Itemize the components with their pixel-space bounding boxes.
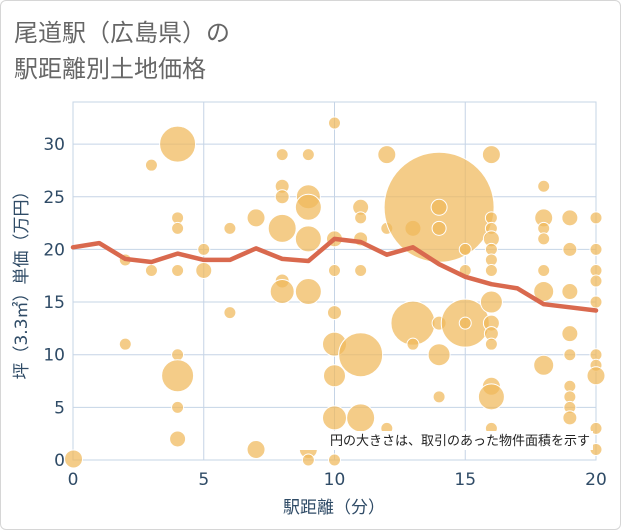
y-tick-label: 20 xyxy=(43,240,65,260)
bubble-point xyxy=(563,348,577,362)
trend-line xyxy=(70,236,599,313)
bubble-point xyxy=(171,221,185,235)
bubble-point xyxy=(458,242,472,256)
bubble-point xyxy=(432,390,446,404)
x-tick-label: 10 xyxy=(324,470,346,490)
bubble-point xyxy=(144,263,158,277)
bubble-point xyxy=(323,364,346,388)
bubble-point xyxy=(354,263,368,277)
bubble-point xyxy=(484,263,498,277)
bubble-point xyxy=(589,274,603,288)
bubble-point xyxy=(322,405,347,431)
bubble-point xyxy=(561,283,579,301)
bubble-point xyxy=(118,337,132,351)
bubble-point xyxy=(301,148,315,162)
x-tick-label: 20 xyxy=(585,470,607,490)
bubble-point xyxy=(195,261,213,279)
bubble-point xyxy=(171,400,185,414)
bubble-point xyxy=(377,145,397,165)
y-tick-label: 25 xyxy=(43,188,65,208)
bubble-point xyxy=(589,295,603,309)
bubble-point xyxy=(354,211,368,225)
bubble-point xyxy=(481,145,501,165)
bubble-point xyxy=(294,193,322,221)
x-tick-label: 0 xyxy=(68,470,79,490)
bubble-point xyxy=(484,337,498,351)
bubble-point xyxy=(294,225,322,253)
bubble-point xyxy=(223,306,237,320)
bubble-point xyxy=(479,290,503,314)
bubble-point xyxy=(431,220,447,236)
x-tick-label: 5 xyxy=(198,470,209,490)
bubble-point xyxy=(246,208,266,228)
bubble-point xyxy=(246,439,266,459)
bubble-point xyxy=(338,332,384,378)
bubble-point xyxy=(533,354,555,376)
bubble-point xyxy=(586,366,606,386)
bubble-point xyxy=(159,125,197,163)
x-axis-label: 駅距離（分） xyxy=(283,498,385,518)
y-axis-label: 坪（3.3㎡）単価（万円） xyxy=(12,182,32,379)
bubble-point xyxy=(223,221,237,235)
bubble-point xyxy=(458,316,472,330)
bubble-point xyxy=(328,453,341,467)
bubble-point xyxy=(589,242,603,256)
size-note: 円の大きさは、取引のあった物件面積を示す xyxy=(330,434,590,449)
bubble-point xyxy=(269,279,295,305)
bubble-point xyxy=(64,449,84,469)
y-tick-label: 5 xyxy=(54,398,65,418)
y-tick-label: 15 xyxy=(43,293,65,313)
bubble-point xyxy=(169,430,187,448)
bubble-point xyxy=(346,403,376,433)
bubble-point xyxy=(533,281,555,303)
bubble-point xyxy=(561,325,579,343)
bubble-point xyxy=(477,383,505,411)
bubble-point xyxy=(328,116,341,130)
bubble-point xyxy=(267,213,297,243)
chart-title-line-2: 駅距離別土地価格 xyxy=(14,55,206,83)
bubble-point xyxy=(161,359,195,393)
y-tick-label: 10 xyxy=(43,346,65,366)
grid-lines xyxy=(72,102,597,461)
bubble-point xyxy=(537,232,551,246)
bubble-point xyxy=(537,179,551,193)
chart-title-line-1: 尾道駅（広島県）の xyxy=(14,19,230,47)
bubble-point xyxy=(537,263,551,277)
bubble-point xyxy=(327,305,342,321)
bubble-point xyxy=(275,148,289,162)
bubble-point xyxy=(562,410,578,426)
bubble-point xyxy=(589,211,603,225)
bubble-point xyxy=(430,198,448,216)
y-tick-label: 0 xyxy=(54,451,65,471)
size-note-box xyxy=(298,431,593,450)
tick-labels: 0 5 10 15 20 0 5 10 15 20 25 30 xyxy=(43,135,606,490)
bubble-point xyxy=(561,209,579,227)
bubble-point xyxy=(294,278,322,306)
y-tick-label: 30 xyxy=(43,135,65,155)
bubble-point xyxy=(171,348,185,362)
bubble-point xyxy=(197,242,211,256)
bubble-layer xyxy=(64,116,606,469)
bubble-point xyxy=(274,189,290,205)
bubble-point xyxy=(171,263,185,277)
x-tick-label: 15 xyxy=(454,470,476,490)
bubble-point xyxy=(301,453,315,467)
bubble-point xyxy=(144,158,158,172)
bubble-point xyxy=(406,337,420,351)
bubble-point xyxy=(328,263,341,277)
bubble-point xyxy=(562,241,578,257)
bubble-point xyxy=(427,343,451,367)
